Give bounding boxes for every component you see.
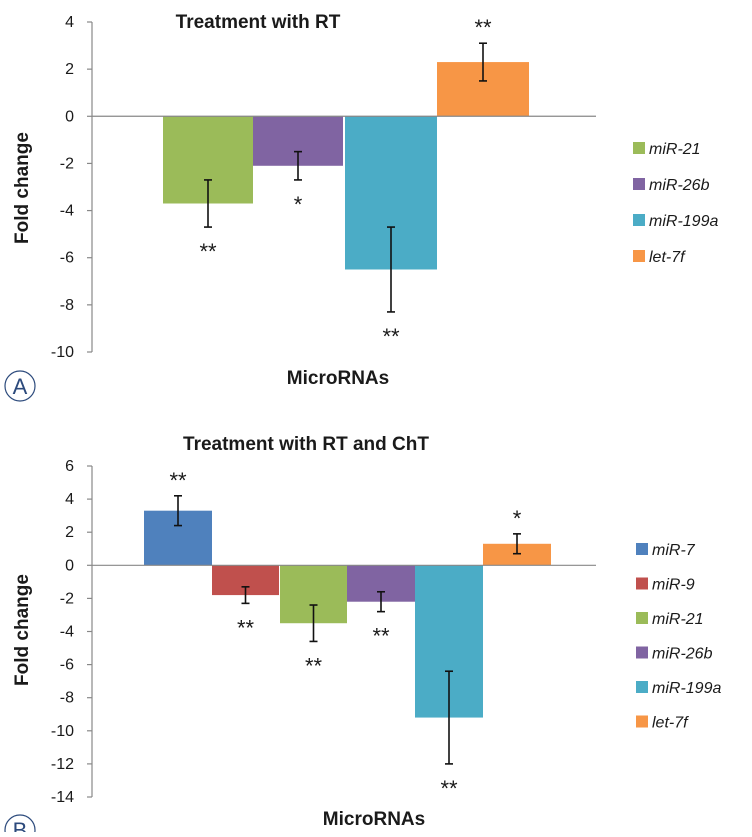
significance-mark: * (294, 192, 303, 217)
legend-swatch (633, 178, 645, 190)
y-tick-label: 4 (65, 491, 74, 508)
x-axis-label: MicroRNAs (323, 809, 425, 830)
legend-label: miR-21 (652, 611, 704, 628)
legend-label: miR-26b (652, 646, 713, 663)
significance-mark: ** (237, 615, 255, 640)
chart-title: Treatment with RT (176, 12, 341, 33)
legend-label: miR-9 (652, 577, 695, 594)
legend-swatch (636, 646, 648, 659)
y-tick-label: -12 (51, 756, 74, 773)
legend-swatch (636, 612, 648, 624)
legend-label: miR-26b (649, 177, 710, 194)
legend-swatch (633, 214, 645, 226)
y-tick-label: -2 (60, 590, 74, 607)
y-tick-label: 0 (65, 108, 74, 125)
x-axis-label: MicroRNAs (287, 368, 389, 389)
significance-mark: ** (199, 239, 217, 264)
y-tick-label: 6 (65, 458, 74, 475)
significance-mark: ** (372, 624, 390, 649)
legend-label: let-7f (649, 249, 686, 266)
y-tick-label: -6 (60, 657, 74, 674)
y-tick-label: 2 (65, 61, 74, 78)
y-tick-label: 2 (65, 524, 74, 541)
legend-swatch (636, 715, 648, 728)
y-tick-label: -8 (60, 690, 74, 707)
y-tick-label: -6 (60, 250, 74, 267)
y-tick-label: 4 (65, 14, 74, 31)
y-tick-label: -10 (51, 344, 74, 361)
panel-label-circle (4, 814, 36, 837)
y-tick-label: -8 (60, 297, 74, 314)
y-axis-label: Fold change (12, 132, 33, 244)
legend-swatch (636, 543, 648, 555)
legend-label: miR-21 (649, 141, 701, 158)
panel-label-circle (4, 370, 36, 402)
y-tick-label: -4 (60, 203, 74, 220)
chart-title: Treatment with RT and ChT (183, 434, 429, 455)
significance-mark: ** (305, 653, 323, 678)
significance-mark: ** (382, 324, 400, 349)
legend-swatch (633, 142, 645, 154)
legend-label: let-7f (652, 715, 689, 732)
legend-swatch (633, 250, 645, 262)
significance-mark: ** (440, 776, 458, 801)
significance-mark: ** (169, 468, 187, 493)
legend-label: miR-199a (649, 213, 718, 230)
legend-label: miR-199a (652, 680, 721, 697)
y-tick-label: -4 (60, 624, 74, 641)
legend-swatch (636, 577, 648, 590)
y-tick-label: 0 (65, 557, 74, 574)
significance-mark: ** (474, 15, 492, 40)
y-tick-label: -2 (60, 155, 74, 172)
significance-mark: * (513, 506, 522, 531)
bar-let-7f (483, 543, 551, 566)
panel-label: B (13, 818, 28, 832)
panel-label: A (13, 374, 28, 399)
legend-swatch (636, 681, 648, 693)
y-axis-label: Fold change (12, 574, 33, 686)
y-tick-label: -14 (51, 789, 74, 806)
y-tick-label: -10 (51, 723, 74, 740)
legend-label: miR-7 (652, 542, 696, 559)
